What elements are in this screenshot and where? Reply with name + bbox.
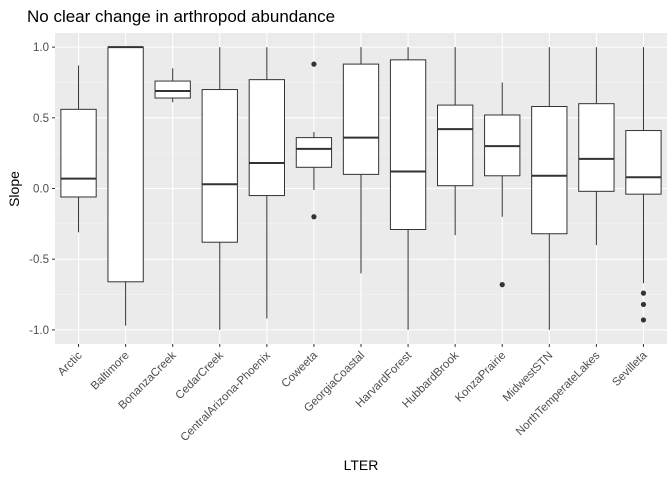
y-tick-label: -0.5 bbox=[29, 254, 49, 266]
x-axis: Arctic BaltimoreBonanzaCreekCedarCreekCen… bbox=[56, 344, 650, 444]
y-axis-title: Slope bbox=[6, 171, 22, 207]
box-HarvardForest bbox=[389, 47, 427, 330]
x-axis-title: LTER bbox=[344, 457, 379, 473]
box-Baltimore bbox=[107, 46, 144, 326]
iqr-box bbox=[342, 63, 380, 175]
iqr-box bbox=[389, 59, 427, 230]
y-tick-label: 0.0 bbox=[33, 184, 49, 196]
outlier-point bbox=[640, 317, 647, 323]
iqr-box bbox=[625, 130, 662, 195]
x-tick-label: CedarCreek bbox=[174, 349, 227, 402]
iqr-box bbox=[531, 106, 568, 235]
box-CentralArizona-Phoenix bbox=[248, 47, 285, 319]
y-tick-label: 0.5 bbox=[33, 113, 49, 125]
iqr-box bbox=[201, 89, 238, 243]
outlier-point bbox=[499, 282, 505, 288]
iqr-box bbox=[578, 103, 615, 192]
box-Sevilleta bbox=[625, 47, 662, 323]
x-tick-label: Sevilleta bbox=[610, 349, 650, 389]
box-HubbardBrook bbox=[437, 47, 474, 236]
outlier-point bbox=[640, 290, 647, 296]
iqr-box bbox=[248, 79, 285, 197]
box-CedarCreek bbox=[201, 47, 238, 330]
outlier-point bbox=[311, 214, 317, 220]
outlier-point bbox=[640, 301, 647, 308]
box-Coweeta bbox=[295, 61, 333, 220]
iqr-box bbox=[107, 46, 144, 283]
box-BonanzaCreek bbox=[154, 68, 191, 103]
y-tick-label: 1.0 bbox=[33, 42, 49, 54]
x-tick-label: Arctic bbox=[56, 349, 85, 378]
y-axis: -1.0 -0.5 0.0 0.5 1.0 bbox=[29, 42, 55, 337]
x-tick-label: Baltimore bbox=[89, 350, 132, 393]
x-tick-label: NorthTemperateLakes bbox=[514, 349, 603, 438]
box-KonzaPrairie bbox=[484, 82, 521, 288]
box-MidwestSTN bbox=[531, 47, 568, 330]
x-tick-label: KonzaPrairie bbox=[453, 350, 508, 405]
box-Arctic bbox=[60, 65, 97, 233]
outlier-point bbox=[311, 61, 317, 67]
iqr-box bbox=[154, 80, 191, 99]
x-tick-label: CentralArizona-Phoenix bbox=[179, 349, 274, 444]
iqr-box bbox=[295, 137, 333, 168]
chart-title: No clear change in arthropod abundance bbox=[27, 7, 335, 26]
iqr-box bbox=[60, 108, 97, 198]
box-GeorgiaCoastal bbox=[342, 47, 380, 274]
iqr-box bbox=[437, 104, 474, 187]
box-NorthTemperateLakes bbox=[578, 47, 615, 246]
x-tick-label: Coweeta bbox=[279, 349, 320, 390]
y-tick-label: -1.0 bbox=[29, 325, 49, 337]
box-series bbox=[60, 46, 662, 330]
